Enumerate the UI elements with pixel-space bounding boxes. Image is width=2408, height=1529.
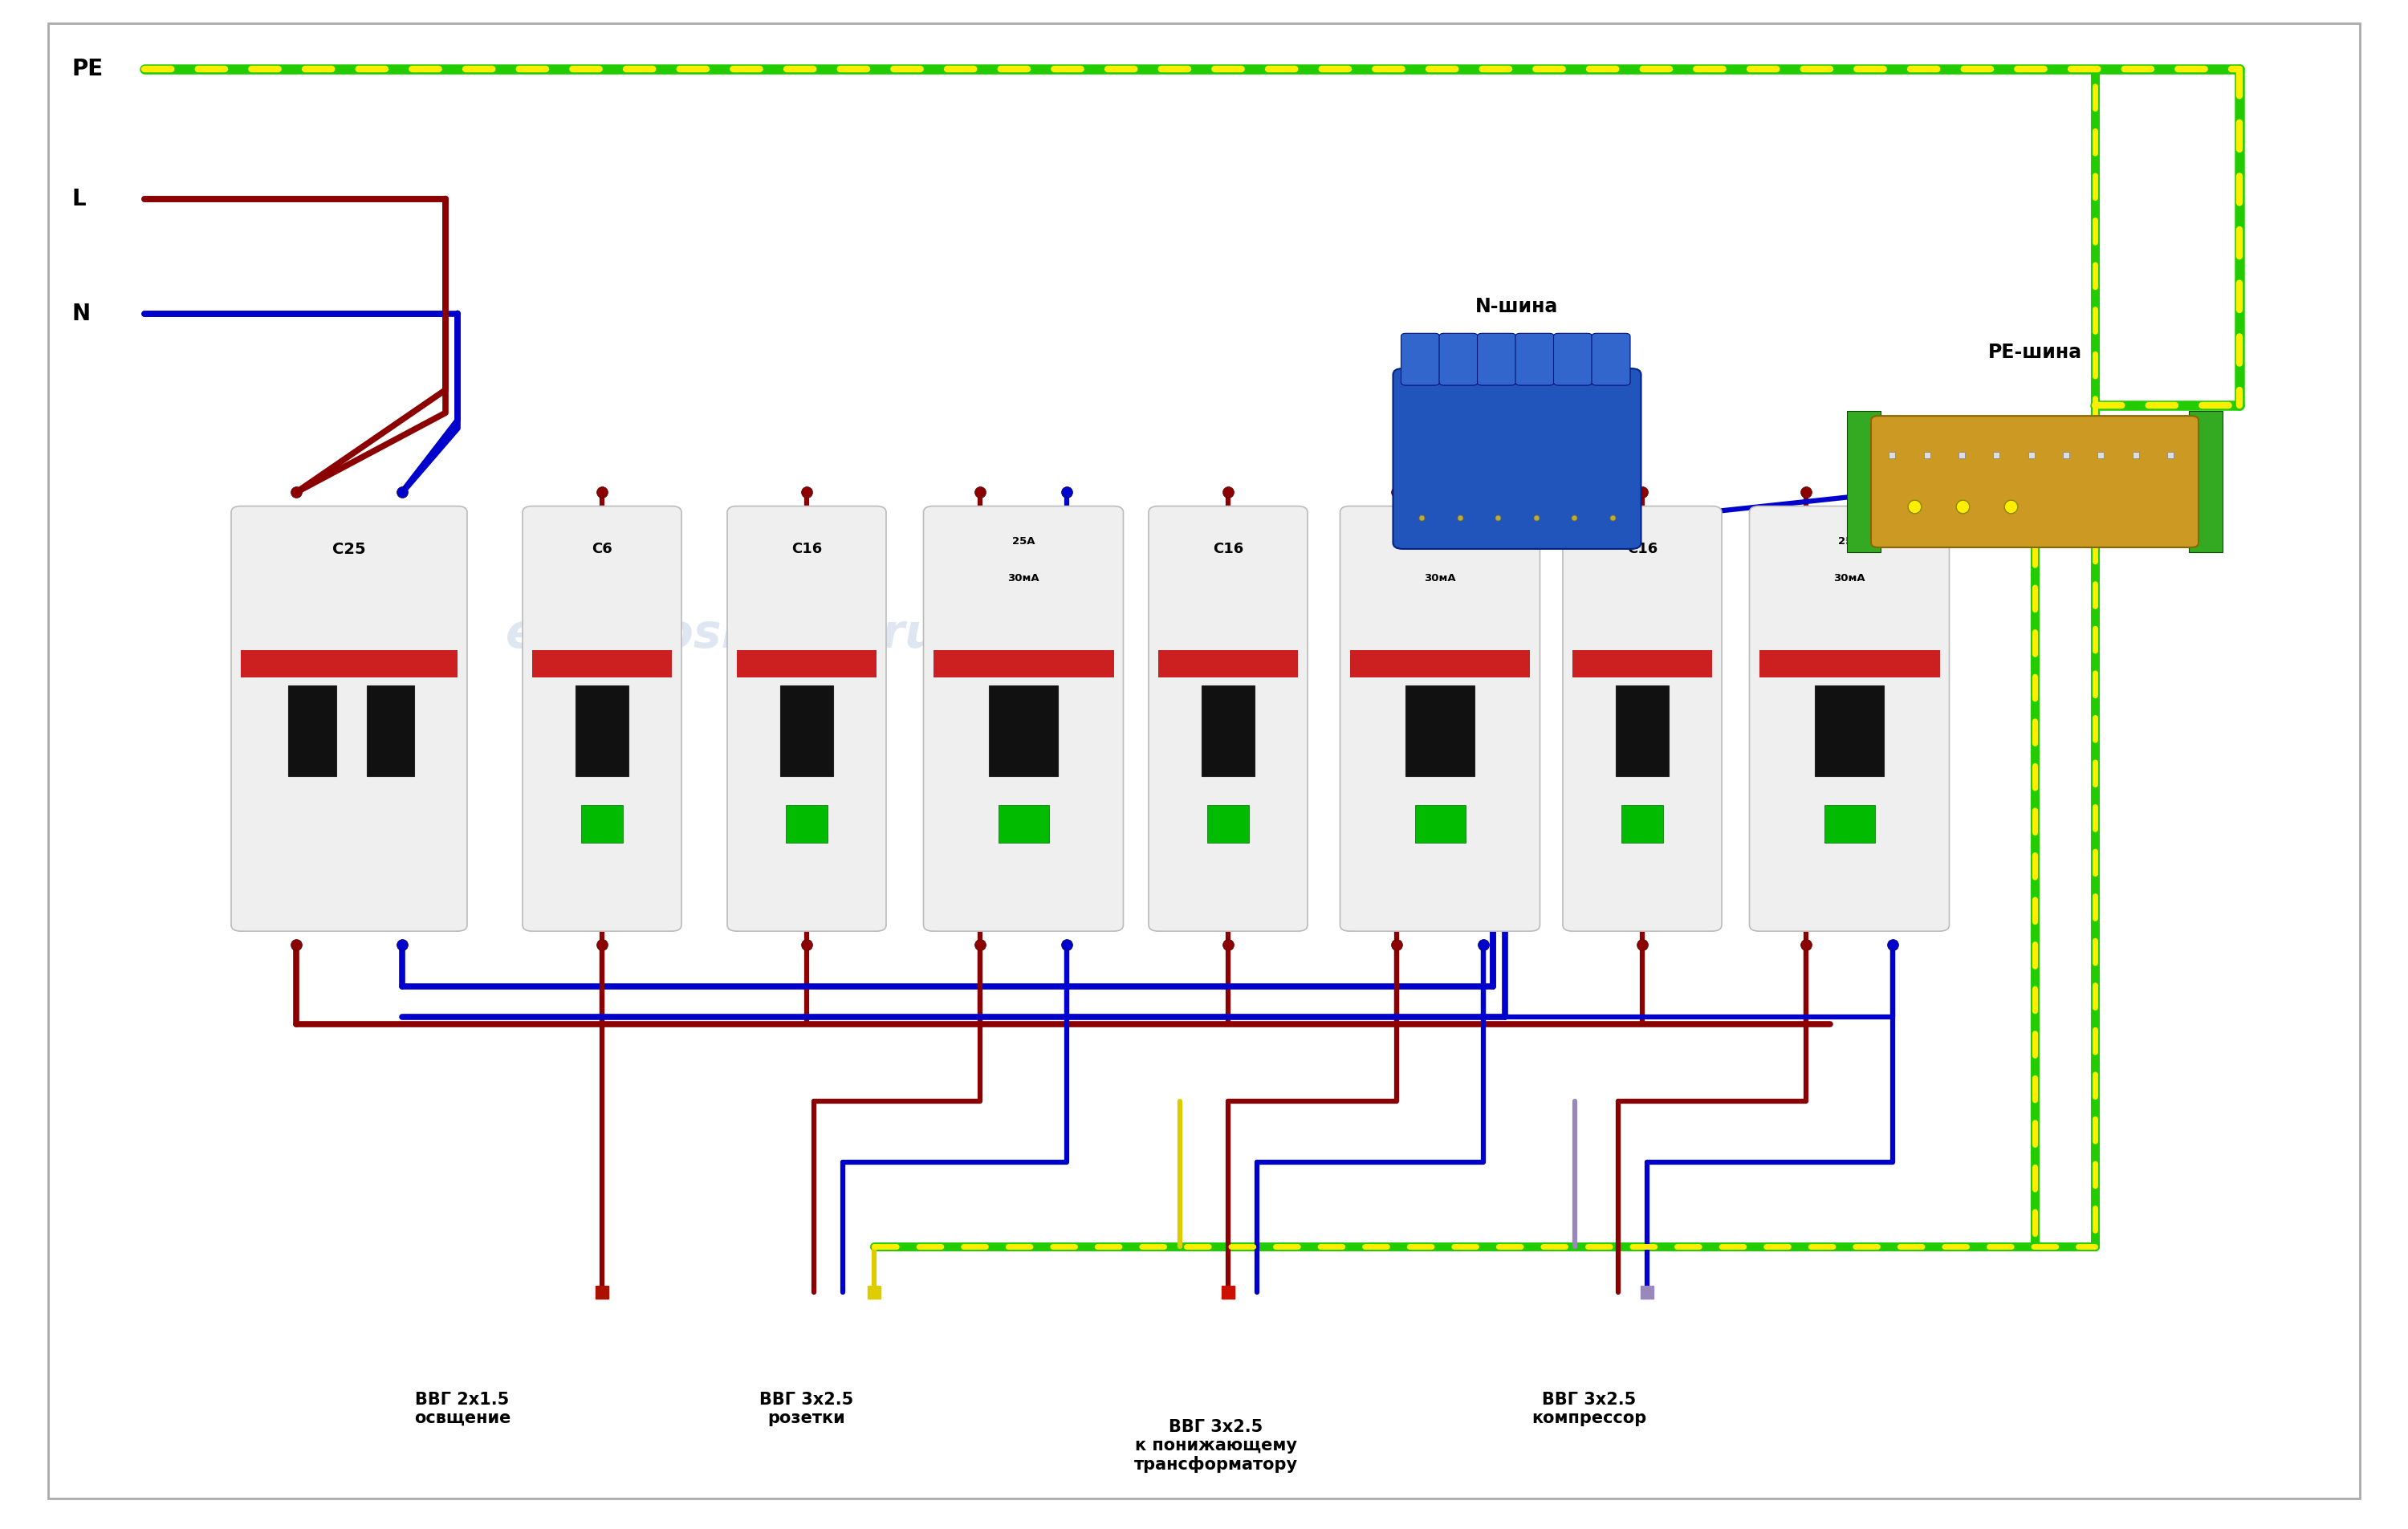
- Text: elektroshkola.ru: elektroshkola.ru: [506, 612, 939, 657]
- FancyBboxPatch shape: [1553, 333, 1592, 385]
- FancyBboxPatch shape: [48, 23, 2360, 1498]
- Bar: [997, 806, 1050, 842]
- Text: N-шина: N-шина: [1476, 297, 1558, 317]
- Bar: [532, 650, 672, 677]
- FancyBboxPatch shape: [1592, 333, 1630, 385]
- Bar: [780, 685, 833, 777]
- FancyBboxPatch shape: [1515, 333, 1553, 385]
- Bar: [1621, 806, 1664, 842]
- Bar: [737, 650, 877, 677]
- Bar: [1348, 650, 1531, 677]
- Bar: [1158, 650, 1298, 677]
- Text: 25А: 25А: [1837, 535, 1861, 546]
- Text: ВВГ 3х2.5
розетки: ВВГ 3х2.5 розетки: [759, 1391, 855, 1427]
- FancyBboxPatch shape: [1871, 416, 2199, 547]
- FancyBboxPatch shape: [1149, 506, 1308, 931]
- FancyBboxPatch shape: [1748, 506, 1950, 931]
- FancyBboxPatch shape: [1392, 368, 1642, 549]
- Bar: [1825, 806, 1873, 842]
- Bar: [1416, 806, 1464, 842]
- FancyBboxPatch shape: [727, 506, 886, 931]
- Text: L: L: [72, 188, 87, 209]
- FancyBboxPatch shape: [231, 506, 467, 931]
- Text: PE: PE: [72, 58, 104, 80]
- Text: N: N: [72, 303, 92, 324]
- Bar: [576, 685, 628, 777]
- FancyBboxPatch shape: [925, 506, 1122, 931]
- FancyBboxPatch shape: [1401, 333, 1440, 385]
- Bar: [934, 650, 1112, 677]
- Bar: [1758, 650, 1941, 677]
- FancyBboxPatch shape: [1440, 333, 1479, 385]
- FancyBboxPatch shape: [1563, 506, 1722, 931]
- Text: 25А: 25А: [1011, 535, 1035, 546]
- Bar: [366, 685, 414, 777]
- Text: С16: С16: [792, 543, 821, 557]
- Bar: [1816, 685, 1883, 777]
- FancyBboxPatch shape: [1479, 333, 1517, 385]
- Text: С16: С16: [1214, 543, 1243, 557]
- Bar: [990, 685, 1057, 777]
- Text: С25: С25: [332, 541, 366, 557]
- Text: ВВГ 2х1.5
освщение: ВВГ 2х1.5 освщение: [414, 1391, 510, 1427]
- Text: 30мА: 30мА: [1832, 573, 1866, 584]
- Bar: [2189, 411, 2223, 552]
- Text: ВВГ 3х2.5
к понижающему
трансформатору: ВВГ 3х2.5 к понижающему трансформатору: [1134, 1419, 1298, 1472]
- Bar: [241, 650, 458, 677]
- FancyBboxPatch shape: [1339, 506, 1541, 931]
- Bar: [1572, 650, 1712, 677]
- Text: 30мА: 30мА: [1423, 573, 1457, 584]
- Text: С6: С6: [592, 543, 612, 557]
- Text: 25А: 25А: [1428, 535, 1452, 546]
- Text: ВВГ 3х2.5
компрессор: ВВГ 3х2.5 компрессор: [1531, 1391, 1647, 1427]
- Bar: [785, 806, 828, 842]
- Bar: [1202, 685, 1255, 777]
- Text: 30мА: 30мА: [1007, 573, 1040, 584]
- Text: РЕ-шина: РЕ-шина: [1987, 342, 2083, 362]
- Bar: [1847, 411, 1881, 552]
- Text: С16: С16: [1628, 543, 1657, 557]
- FancyBboxPatch shape: [523, 506, 681, 931]
- Bar: [289, 685, 337, 777]
- Bar: [1206, 806, 1250, 842]
- Bar: [1406, 685, 1474, 777]
- Bar: [580, 806, 624, 842]
- Bar: [1616, 685, 1669, 777]
